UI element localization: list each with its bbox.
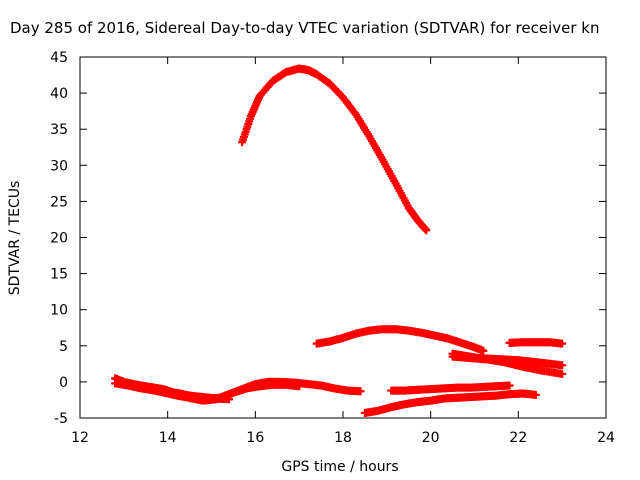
y-tick-label: 40 (50, 86, 68, 102)
x-tick-label: 16 (246, 430, 264, 446)
data-point (225, 395, 234, 404)
y-tick-label: -5 (54, 411, 68, 427)
series-7 (387, 381, 514, 395)
y-axis-ticks: -5 0 5 10 15 20 25 30 35 40 45 (50, 50, 606, 427)
x-tick-label: 22 (509, 430, 527, 446)
x-axis-ticks: 12 14 16 18 20 22 24 (71, 57, 615, 446)
data-points (111, 64, 567, 417)
y-tick-label: 10 (50, 303, 68, 319)
x-tick-label: 12 (71, 430, 89, 446)
series-9 (448, 352, 567, 378)
x-tick-label: 18 (334, 430, 352, 446)
series-4 (172, 388, 234, 404)
series-6 (360, 389, 540, 417)
data-point (479, 346, 488, 355)
data-point (356, 387, 365, 396)
data-point (531, 390, 540, 399)
data-point (558, 369, 567, 378)
y-tick-label: 0 (59, 375, 68, 391)
y-axis-label: SDTVAR / TECUs (7, 181, 23, 296)
y-tick-label: 15 (50, 267, 68, 283)
x-tick-label: 14 (159, 430, 177, 446)
y-tick-label: 30 (50, 158, 68, 174)
y-tick-label: 45 (50, 50, 68, 66)
y-tick-label: 25 (50, 194, 68, 210)
x-tick-label: 24 (597, 430, 615, 446)
chart-title: Day 285 of 2016, Sidereal Day-to-day VTE… (10, 19, 600, 37)
data-point (295, 382, 304, 391)
y-tick-label: 35 (50, 122, 68, 138)
x-axis-label: GPS time / hours (281, 459, 398, 475)
x-tick-label: 20 (422, 430, 440, 446)
series-10 (505, 338, 567, 348)
y-tick-label: 5 (59, 339, 68, 355)
data-point (505, 381, 514, 390)
data-point (558, 339, 567, 348)
y-tick-label: 20 (50, 231, 68, 247)
series-1 (238, 64, 431, 235)
data-point (422, 226, 431, 235)
series-5 (312, 325, 488, 355)
data-point (558, 361, 567, 370)
